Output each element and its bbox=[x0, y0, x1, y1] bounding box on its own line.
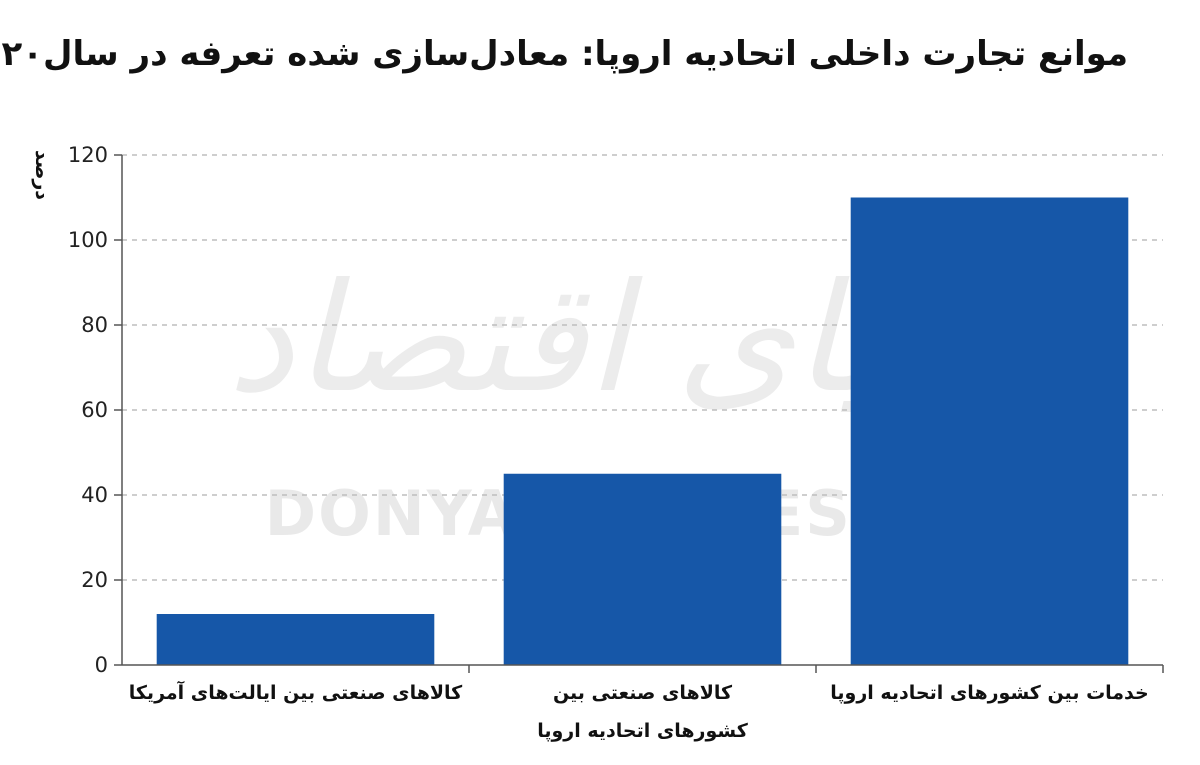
chart-title: موانع تجارت داخلی اتحادیه اروپا: معادل‌س… bbox=[0, 34, 1128, 74]
bars bbox=[156, 197, 1129, 665]
x-category-label: کشورهای اتحادیه اروپا bbox=[537, 720, 749, 742]
y-tick-label: 100 bbox=[68, 228, 108, 252]
y-tick-labels: 0 20 40 60 80 100 120 bbox=[68, 143, 108, 677]
bar bbox=[503, 473, 782, 665]
bar bbox=[850, 197, 1129, 665]
x-category-labels: کالاهای صنعتی بین ایالت‌های آمریکا کالاها… bbox=[129, 680, 1149, 742]
x-category-label: خدمات بین کشورهای اتحادیه اروپا bbox=[830, 682, 1148, 704]
bar bbox=[156, 614, 435, 665]
y-tick-label: 40 bbox=[81, 483, 108, 507]
y-tick-label: 20 bbox=[81, 568, 108, 592]
y-tick-label: 120 bbox=[68, 143, 108, 167]
y-axis-title: درصد bbox=[31, 150, 53, 200]
axes bbox=[114, 154, 1164, 673]
x-category-label: کالاهای صنعتی بین bbox=[553, 682, 733, 704]
y-tick-label: 0 bbox=[95, 653, 108, 677]
y-tick-label: 60 bbox=[81, 398, 108, 422]
x-category-label: کالاهای صنعتی بین ایالت‌های آمریکا bbox=[129, 680, 463, 704]
y-tick-label: 80 bbox=[81, 313, 108, 337]
